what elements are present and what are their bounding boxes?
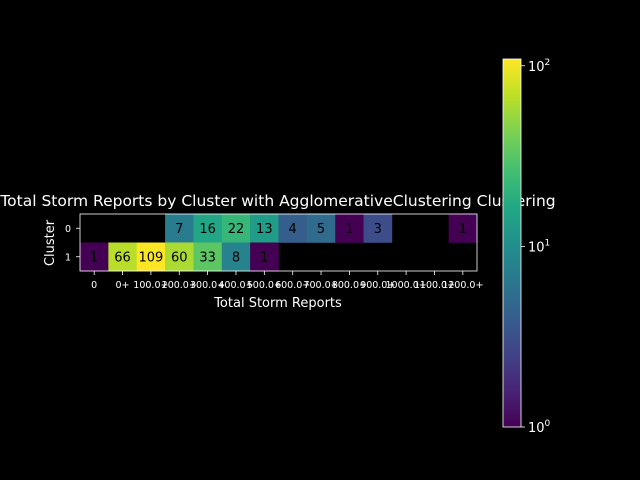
cell-value-label: 22 bbox=[228, 222, 245, 237]
x-tick-label: 0 bbox=[91, 280, 97, 291]
heatmap-cell bbox=[193, 242, 223, 272]
x-tick-label: 1100.0+ bbox=[414, 280, 455, 291]
cell-value-label: 60 bbox=[171, 250, 188, 265]
cell-value-label: 3 bbox=[374, 222, 382, 237]
y-axis-ticks: 01 bbox=[65, 224, 80, 263]
heatmap-cell bbox=[108, 242, 138, 272]
heatmap-cell bbox=[193, 214, 223, 243]
colorbar-tick-label: 101 bbox=[528, 238, 550, 255]
colorbar-tick-label: 100 bbox=[528, 419, 551, 436]
heatmap-cell bbox=[306, 214, 336, 243]
x-tick-label: 0+ bbox=[116, 280, 130, 291]
heatmap-cell bbox=[221, 214, 251, 243]
x-tick-label: 300.0+ bbox=[190, 280, 225, 291]
cell-value-label: 1 bbox=[90, 250, 98, 265]
cell-value-label: 1 bbox=[459, 222, 467, 237]
cell-value-label: 33 bbox=[199, 250, 216, 265]
heatmap-cell bbox=[80, 242, 109, 272]
x-axis-ticks: 0 0+ 100.0+200.0+300.0+400.0+500.0+600.0+7… bbox=[91, 271, 483, 291]
heatmap-cell bbox=[363, 214, 393, 243]
heatmap-cell bbox=[136, 242, 166, 272]
heatmap-cell-labels: 7 16 22 13 4 5 1 3 11 66 109 60 33 8 1 bbox=[90, 222, 467, 266]
heatmap-cell bbox=[250, 214, 279, 243]
x-tick-label: 400.0+ bbox=[218, 280, 253, 291]
colorbar-ticks: 100 101 102 bbox=[521, 58, 551, 436]
cell-value-label: 1 bbox=[260, 250, 268, 265]
x-tick-label: 700.0+ bbox=[303, 280, 338, 291]
y-tick-label: 0 bbox=[65, 224, 71, 235]
cell-value-label: 5 bbox=[317, 222, 325, 237]
cell-value-label: 4 bbox=[289, 222, 297, 237]
cell-value-label: 16 bbox=[199, 222, 216, 237]
heatmap-cell bbox=[335, 214, 364, 243]
chart-title: Total Storm Reports by Cluster with Aggl… bbox=[0, 192, 556, 210]
cell-value-label: 109 bbox=[138, 250, 163, 265]
cell-value-label: 66 bbox=[114, 250, 131, 265]
x-axis-label: Total Storm Reports bbox=[213, 296, 342, 311]
x-tick-label: 500.0+ bbox=[247, 280, 282, 291]
heatmap-cell bbox=[250, 242, 279, 272]
x-tick-label: 1000.0+ bbox=[386, 280, 427, 291]
heatmap-cell bbox=[221, 242, 251, 272]
colorbar-gradient bbox=[502, 58, 522, 428]
heatmap-cells bbox=[80, 214, 478, 272]
x-tick-label: 900.0+ bbox=[360, 280, 395, 291]
x-tick-label: 100.0+ bbox=[133, 280, 168, 291]
heatmap-cell bbox=[165, 214, 194, 243]
cell-value-label: 1 bbox=[345, 222, 353, 237]
y-tick-label: 1 bbox=[65, 252, 71, 263]
colorbar-tick-label: 102 bbox=[528, 58, 550, 75]
heatmap-cell bbox=[165, 242, 194, 272]
cell-value-label: 13 bbox=[256, 222, 273, 237]
heatmap-cell bbox=[448, 214, 478, 243]
colorbar: 100 101 102 bbox=[502, 58, 551, 436]
y-axis-label: Cluster bbox=[43, 219, 58, 266]
x-tick-label: 800.0+ bbox=[332, 280, 367, 291]
heatmap-cell bbox=[278, 214, 308, 243]
x-tick-label: 200.0+ bbox=[162, 280, 197, 291]
cell-value-label: 8 bbox=[232, 250, 240, 265]
cell-value-label: 7 bbox=[175, 222, 183, 237]
plot-frame bbox=[79, 213, 478, 272]
x-tick-label: 600.0+ bbox=[275, 280, 310, 291]
x-tick-label: 1200.0+ bbox=[442, 280, 483, 291]
